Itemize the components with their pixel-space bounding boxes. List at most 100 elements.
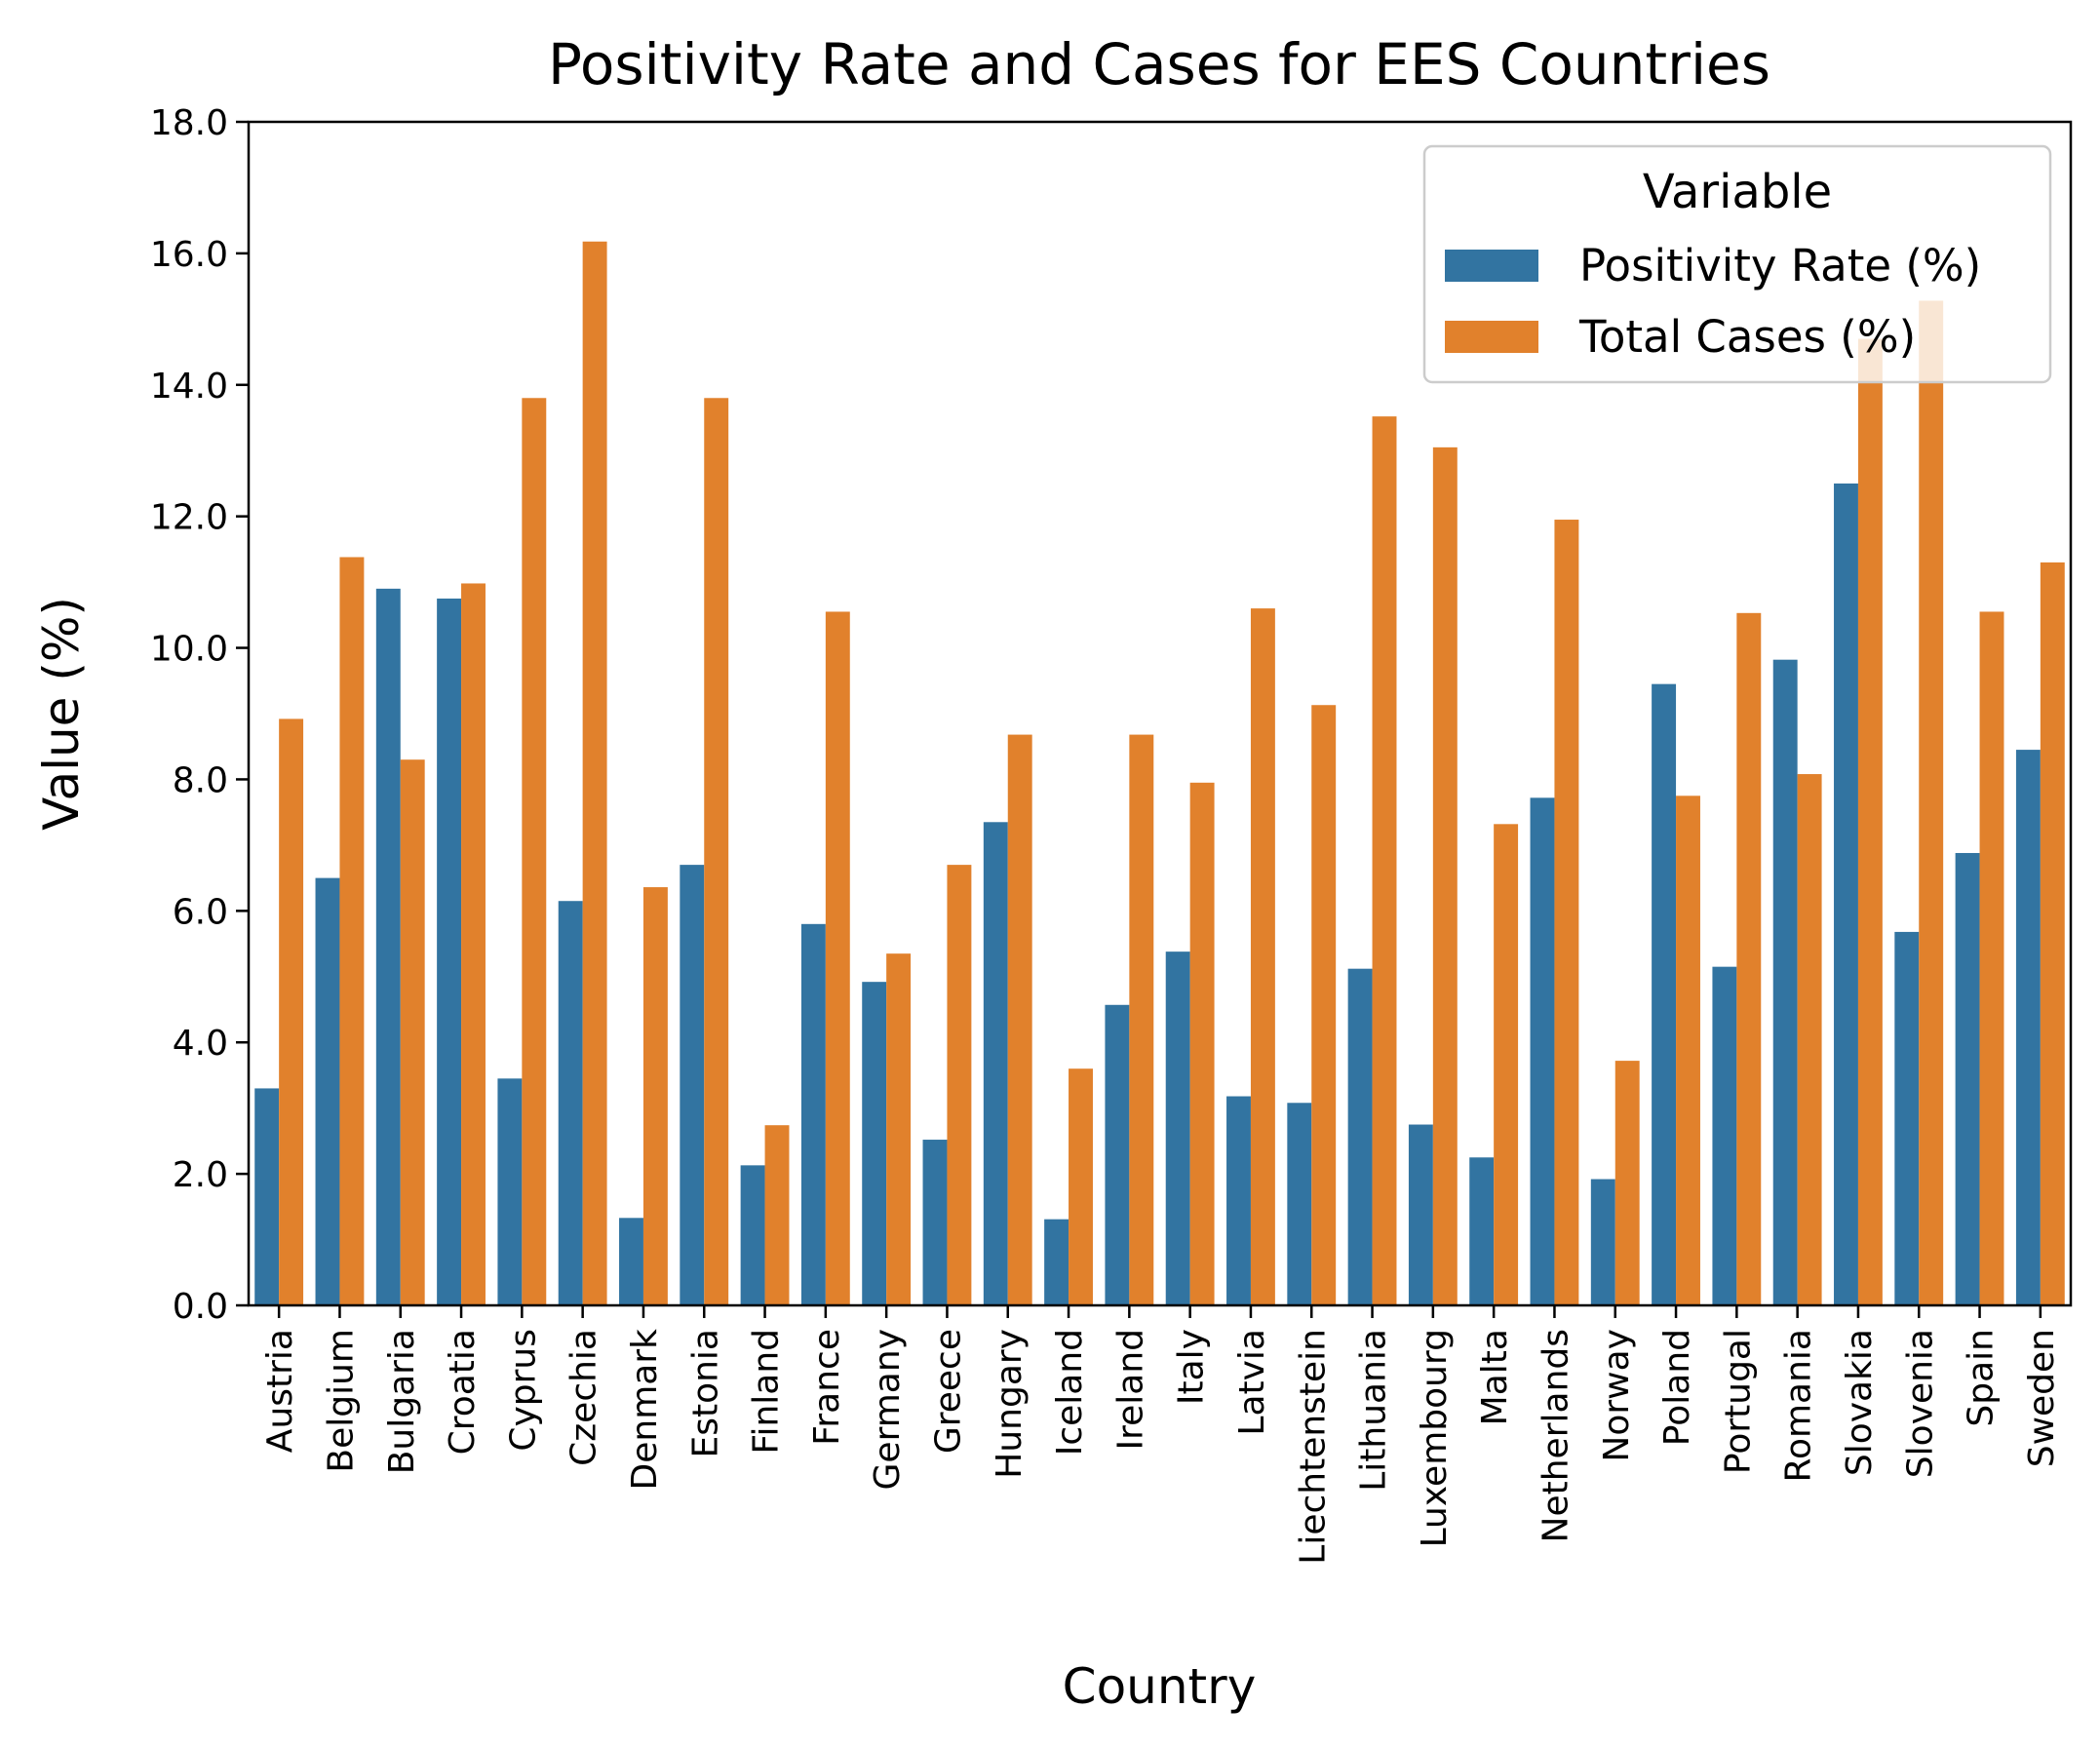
bar-positivity-rate-lithuania	[1347, 968, 1373, 1305]
bar-positivity-rate-latvia	[1226, 1096, 1251, 1305]
bar-positivity-rate-greece	[922, 1140, 948, 1305]
legend-label-total-cases: Total Cases (%)	[1578, 311, 1916, 363]
bar-positivity-rate-cyprus	[497, 1078, 523, 1305]
y-tick-label: 18.0	[150, 103, 228, 143]
x-tick-label-liechtenstein: Liechtenstein	[1293, 1329, 1333, 1565]
bar-positivity-rate-sweden	[2015, 750, 2041, 1305]
x-tick-label-belgium: Belgium	[321, 1329, 361, 1473]
x-tick-label-slovenia: Slovenia	[1900, 1329, 1940, 1478]
bar-total-cases-finland	[764, 1125, 790, 1305]
plot-frame	[247, 120, 2073, 1307]
bar-total-cases-lithuania	[1372, 416, 1397, 1305]
legend-swatch-total-cases	[1445, 321, 1538, 353]
y-tick-label: 4.0	[173, 1024, 228, 1064]
bar-total-cases-romania	[1797, 774, 1822, 1305]
bar-positivity-rate-luxembourg	[1408, 1124, 1433, 1305]
bar-total-cases-italy	[1189, 782, 1215, 1305]
bar-positivity-rate-poland	[1652, 683, 1677, 1305]
x-tick-label-croatia: Croatia	[443, 1329, 483, 1455]
x-tick-label-sweden: Sweden	[2022, 1329, 2062, 1467]
bar-positivity-rate-spain	[1955, 852, 1980, 1305]
bar-positivity-rate-norway	[1590, 1179, 1615, 1305]
bar-total-cases-estonia	[704, 398, 729, 1305]
x-tick-label-spain: Spain	[1962, 1329, 2002, 1427]
bar-positivity-rate-iceland	[1044, 1219, 1069, 1305]
legend-swatch-positivity-rate	[1445, 250, 1538, 282]
x-tick-label-finland: Finland	[747, 1329, 787, 1455]
bar-total-cases-norway	[1614, 1061, 1640, 1305]
bar-total-cases-greece	[947, 865, 972, 1305]
x-tick-label-bulgaria: Bulgaria	[382, 1329, 422, 1474]
y-tick-label: 14.0	[150, 367, 228, 407]
bar-total-cases-denmark	[642, 887, 668, 1305]
x-axis-ticks: Austria Belgium Bulgaria Croatia Cyprus Czech…	[260, 1305, 2062, 1565]
bar-positivity-rate-france	[800, 923, 826, 1305]
y-tick-label: 2.0	[173, 1155, 228, 1195]
bar-positivity-rate-hungary	[983, 822, 1008, 1305]
bar-positivity-rate-croatia	[437, 598, 462, 1305]
bar-positivity-rate-netherlands	[1530, 797, 1555, 1305]
x-tick-label-netherlands: Netherlands	[1536, 1329, 1575, 1542]
x-tick-label-norway: Norway	[1597, 1329, 1637, 1462]
x-tick-label-ireland: Ireland	[1110, 1329, 1150, 1451]
bar-positivity-rate-germany	[862, 982, 887, 1305]
bar-total-cases-slovenia	[1919, 300, 1944, 1306]
x-axis-label: Country	[1063, 1658, 1257, 1715]
bar-positivity-rate-czechia	[558, 901, 583, 1305]
x-tick-label-france: France	[807, 1329, 847, 1446]
x-tick-label-iceland: Iceland	[1050, 1329, 1090, 1456]
bar-total-cases-spain	[1979, 611, 2004, 1305]
bar-total-cases-slovakia	[1857, 338, 1883, 1306]
bar-positivity-rate-austria	[254, 1088, 280, 1305]
bar-total-cases-netherlands	[1554, 520, 1579, 1305]
x-tick-label-italy: Italy	[1172, 1329, 1212, 1405]
x-tick-label-czechia: Czechia	[564, 1329, 604, 1466]
bar-positivity-rate-portugal	[1712, 966, 1737, 1305]
bar-positivity-rate-bulgaria	[375, 588, 401, 1305]
bar-positivity-rate-romania	[1772, 659, 1798, 1305]
y-tick-label: 12.0	[150, 498, 228, 538]
bar-positivity-rate-malta	[1469, 1157, 1495, 1305]
bar-total-cases-liechtenstein	[1311, 705, 1337, 1305]
bar-positivity-rate-liechtenstein	[1287, 1103, 1312, 1305]
bar-total-cases-malta	[1494, 824, 1519, 1305]
x-tick-label-germany: Germany	[868, 1329, 908, 1490]
bar-total-cases-germany	[886, 953, 912, 1305]
bar-total-cases-portugal	[1736, 612, 1762, 1305]
bar-positivity-rate-slovenia	[1894, 931, 1920, 1305]
bar-total-cases-iceland	[1069, 1068, 1093, 1305]
bar-total-cases-ireland	[1129, 734, 1154, 1305]
bar-total-cases-czechia	[582, 241, 607, 1305]
x-tick-label-romania: Romania	[1779, 1329, 1819, 1482]
legend-title: Variable	[1643, 165, 1832, 219]
x-tick-label-latvia: Latvia	[1232, 1329, 1272, 1436]
bar-total-cases-latvia	[1250, 608, 1275, 1305]
x-tick-label-greece: Greece	[928, 1329, 968, 1454]
x-tick-label-poland: Poland	[1657, 1329, 1697, 1446]
bar-positivity-rate-denmark	[619, 1218, 643, 1305]
x-tick-label-malta: Malta	[1475, 1329, 1515, 1425]
bar-positivity-rate-slovakia	[1834, 483, 1858, 1305]
bar-total-cases-austria	[279, 718, 304, 1305]
y-axis-label: Value (%)	[33, 597, 90, 831]
bar-total-cases-belgium	[339, 557, 365, 1305]
x-tick-label-hungary: Hungary	[990, 1329, 1030, 1479]
bar-positivity-rate-finland	[740, 1165, 765, 1305]
bar-positivity-rate-italy	[1165, 951, 1190, 1305]
legend-label-positivity-rate: Positivity Rate (%)	[1579, 240, 1981, 291]
bar-total-cases-luxembourg	[1432, 446, 1458, 1306]
bar-positivity-rate-estonia	[680, 865, 705, 1305]
x-tick-label-estonia: Estonia	[685, 1329, 725, 1458]
chart-title: Positivity Rate and Cases for EES Countr…	[548, 31, 1770, 97]
bar-positivity-rate-ireland	[1105, 1004, 1130, 1305]
bar-total-cases-sweden	[2040, 562, 2065, 1305]
bars-layer	[254, 241, 2065, 1306]
bar-total-cases-croatia	[461, 583, 486, 1305]
bar-total-cases-france	[825, 611, 850, 1305]
y-tick-label: 10.0	[150, 630, 228, 670]
x-tick-label-denmark: Denmark	[625, 1329, 665, 1491]
x-tick-label-austria: Austria	[260, 1329, 300, 1453]
x-tick-label-slovakia: Slovakia	[1840, 1329, 1880, 1476]
